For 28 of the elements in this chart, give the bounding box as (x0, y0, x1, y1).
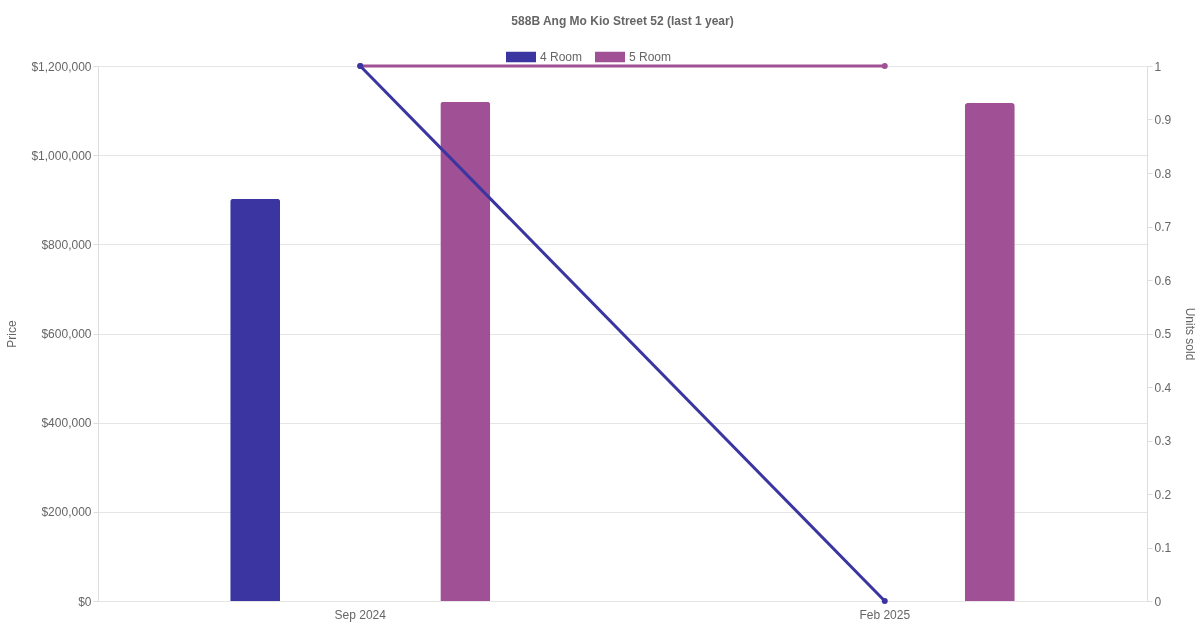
y-tick-label: $1,200,000 (31, 59, 92, 74)
y2-tick-label: 1 (1154, 59, 1162, 74)
y2-tick-label: 0.3 (1154, 434, 1172, 448)
y2-axis-title: Units sold (1183, 307, 1198, 361)
y2-tick-label: 0.7 (1154, 220, 1172, 234)
y2-tick-label: 0.8 (1154, 166, 1172, 181)
y2-tick-label: 0.9 (1154, 113, 1172, 127)
y-tick-label: $600,000 (41, 327, 92, 341)
y2-tick-label: 0.1 (1154, 541, 1172, 555)
y2-tick-label: 0 (1154, 594, 1162, 609)
x-tick-label: Feb 2025 (859, 607, 911, 622)
y-tick-label: $0 (78, 594, 92, 609)
y-tick-label: $400,000 (41, 416, 92, 431)
bar (230, 198, 281, 601)
bar (440, 101, 491, 601)
y2-tick-label: 0.5 (1154, 327, 1172, 341)
chart-title: 588B Ang Mo Kio Street 52 (last 1 year) (511, 14, 734, 28)
y2-tick-label: 0.6 (1154, 273, 1172, 288)
y-tick-label: $800,000 (41, 237, 92, 252)
y-axis-title: Price (5, 320, 20, 348)
bar (964, 103, 1015, 601)
y2-tick-label: 0.4 (1154, 380, 1172, 395)
y-tick-label: $1,000,000 (31, 148, 92, 163)
x-tick-label: Sep 2024 (334, 607, 387, 622)
y-tick-label: $200,000 (41, 505, 92, 520)
legend-label: 5 Room (629, 50, 672, 64)
y2-tick-label: 0.2 (1154, 487, 1172, 502)
legend-label: 4 Room (540, 50, 583, 64)
